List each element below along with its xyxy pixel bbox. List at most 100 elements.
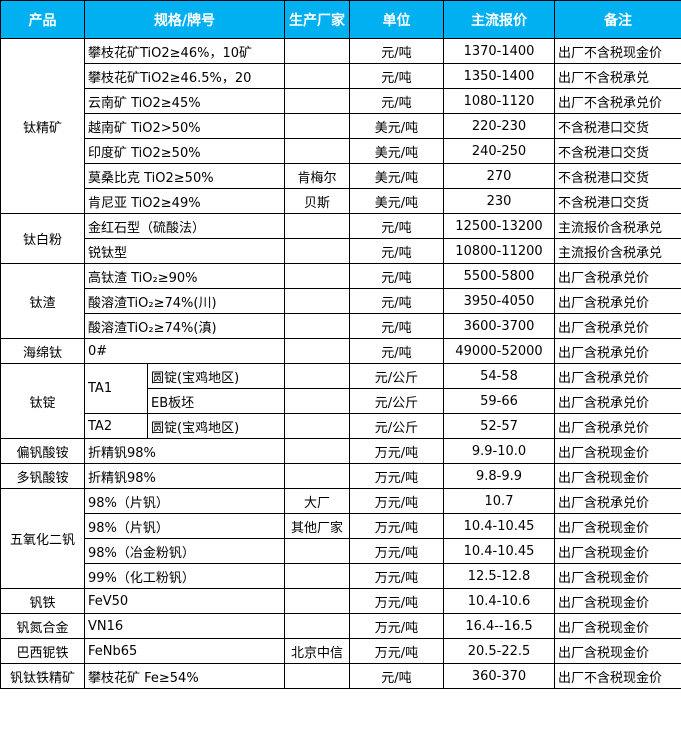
price-cell: 9.9-10.0 <box>443 438 555 464</box>
product-cell: 钒氮合金 <box>0 613 85 639</box>
maker-cell <box>284 538 350 564</box>
header-price: 主流报价 <box>443 0 555 39</box>
product-cell: 多钒酸铵 <box>0 463 85 489</box>
price-cell: 10.4-10.45 <box>443 538 555 564</box>
unit-cell: 万元/吨 <box>349 538 444 564</box>
maker-cell <box>284 388 350 414</box>
table-row: 99%（化工粉钒） 万元/吨 12.5-12.8 出厂含税现金价 <box>1 563 681 589</box>
note-cell: 不含税港口交货 <box>554 188 681 214</box>
price-cell: 240-250 <box>443 138 555 164</box>
maker-cell <box>284 138 350 164</box>
unit-cell: 元/公斤 <box>349 388 444 414</box>
spec-cell: 印度矿 TiO2≥50% <box>84 138 285 164</box>
table-row: 多钒酸铵 折精钒98% 万元/吨 9.8-9.9 出厂含税现金价 <box>0 463 681 489</box>
table-row: 攀枝花矿TiO2≥46.5%，20 元/吨 1350-1400 出厂不含税承兑 <box>1 63 681 89</box>
table-row: 云南矿 TiO2≥45% 元/吨 1080-1120 出厂不含税承兑价 <box>1 88 681 114</box>
header-note: 备注 <box>554 0 681 39</box>
unit-cell: 元/吨 <box>349 313 444 339</box>
maker-cell <box>284 63 350 89</box>
price-cell: 9.8-9.9 <box>443 463 555 489</box>
table-body: 钛精矿 攀枝花矿TiO2≥46%，10矿 元/吨 1370-1400 出厂不含税现金价攀… <box>0 38 681 689</box>
note-cell: 出厂含税承兑价 <box>554 388 681 414</box>
table-row: 98%（片钒） 其他厂家 万元/吨 10.4-10.45 出厂含税现金价 <box>1 513 681 539</box>
table-row: 锐钛型 元/吨 10800-11200 主流报价含税承兑 <box>1 238 681 264</box>
price-cell: 1080-1120 <box>443 88 555 114</box>
note-cell: 出厂含税现金价 <box>554 613 681 639</box>
spec-cell: 锐钛型 <box>84 238 285 264</box>
grade-cell: TA2 <box>84 413 148 439</box>
note-cell: 出厂含税现金价 <box>554 438 681 464</box>
price-cell: 59-66 <box>443 388 555 414</box>
header-maker: 生产厂家 <box>284 0 350 39</box>
unit-cell: 万元/吨 <box>349 613 444 639</box>
maker-cell <box>284 263 350 289</box>
unit-cell: 元/吨 <box>349 213 444 239</box>
spec-cell: 越南矿 TiO2>50% <box>84 113 285 139</box>
table-row: 钛白粉 金红石型（硫酸法） 元/吨 12500-13200 主流报价含税承兑 <box>0 213 681 264</box>
table-row: TA2 圆锭(宝鸡地区) 元/公斤 52-57 出厂含税承兑价 <box>1 413 681 439</box>
table-row: 偏钒酸铵 折精钒98% 万元/吨 9.9-10.0 出厂含税现金价 <box>0 438 681 464</box>
product-cell: 巴西铌铁 <box>0 638 85 664</box>
maker-cell <box>284 588 350 614</box>
price-cell: 1370-1400 <box>443 38 555 64</box>
spec-cell: FeV50 <box>84 588 285 614</box>
price-cell: 270 <box>443 163 555 189</box>
table-row: 钒铁 FeV50 万元/吨 10.4-10.6 出厂含税现金价 <box>0 588 681 614</box>
spec-cell: 0# <box>84 338 285 364</box>
note-cell: 不含税港口交货 <box>554 163 681 189</box>
maker-cell: 其他厂家 <box>284 513 350 539</box>
price-cell: 220-230 <box>443 113 555 139</box>
note-cell: 主流报价含税承兑 <box>554 238 681 264</box>
table-row: 莫桑比克 TiO2≥50% 肯梅尔 美元/吨 270 不含税港口交货 <box>1 163 681 189</box>
maker-cell <box>284 413 350 439</box>
table-row: 越南矿 TiO2>50% 美元/吨 220-230 不含税港口交货 <box>1 113 681 139</box>
unit-cell: 元/吨 <box>349 263 444 289</box>
product-cell: 钛渣 <box>0 263 85 339</box>
table-row: 酸溶渣TiO₂≥74%(滇) 元/吨 3600-3700 出厂含税承兑价 <box>1 313 681 339</box>
header-spec: 规格/牌号 <box>84 0 285 39</box>
unit-cell: 元/吨 <box>349 288 444 314</box>
price-cell: 10800-11200 <box>443 238 555 264</box>
spec-cell: 高钛渣 TiO₂≥90% <box>84 263 285 289</box>
price-cell: 12.5-12.8 <box>443 563 555 589</box>
table-row: 钒氮合金 VN16 万元/吨 16.4--16.5 出厂含税现金价 <box>0 613 681 639</box>
table-row: 钒钛铁精矿 攀枝花矿 Fe≥54% 元/吨 360-370 出厂不含税现金价 <box>0 663 681 689</box>
price-cell: 360-370 <box>443 663 555 689</box>
unit-cell: 元/公斤 <box>349 363 444 389</box>
spec-cell: 圆锭(宝鸡地区) <box>147 413 285 439</box>
spec-cell: VN16 <box>84 613 285 639</box>
note-cell: 出厂含税现金价 <box>554 588 681 614</box>
spec-cell: 肯尼亚 TiO2≥49% <box>84 188 285 214</box>
maker-cell <box>284 313 350 339</box>
price-cell: 10.4-10.6 <box>443 588 555 614</box>
header-product: 产品 <box>0 0 85 39</box>
maker-cell <box>284 463 350 489</box>
note-cell: 出厂不含税现金价 <box>554 663 681 689</box>
unit-cell: 元/吨 <box>349 238 444 264</box>
note-cell: 出厂含税现金价 <box>554 463 681 489</box>
unit-cell: 元/公斤 <box>349 413 444 439</box>
unit-cell: 万元/吨 <box>349 438 444 464</box>
maker-cell <box>284 288 350 314</box>
unit-cell: 美元/吨 <box>349 163 444 189</box>
unit-cell: 元/吨 <box>349 38 444 64</box>
table-row: 五氧化二钒 98%（片钒） 大厂 万元/吨 10.7 出厂含税承兑价 <box>0 488 681 589</box>
note-cell: 出厂含税现金价 <box>554 563 681 589</box>
table-row: 肯尼亚 TiO2≥49% 贝斯 美元/吨 230 不含税港口交货 <box>1 188 681 214</box>
price-cell: 3600-3700 <box>443 313 555 339</box>
header-unit: 单位 <box>349 0 444 39</box>
price-cell: 49000-52000 <box>443 338 555 364</box>
note-cell: 出厂不含税承兑价 <box>554 88 681 114</box>
price-cell: 3950-4050 <box>443 288 555 314</box>
note-cell: 出厂含税承兑价 <box>554 363 681 389</box>
price-cell: 54-58 <box>443 363 555 389</box>
spec-cell: 98%（冶金粉钒） <box>84 538 285 564</box>
note-cell: 出厂含税承兑价 <box>554 338 681 364</box>
maker-cell: 贝斯 <box>284 188 350 214</box>
note-cell: 出厂含税现金价 <box>554 538 681 564</box>
unit-cell: 万元/吨 <box>349 638 444 664</box>
maker-cell <box>284 663 350 689</box>
table-row: 钛锭 TA1 圆锭(宝鸡地区) 元/公斤 54-58 出厂含税承兑价 <box>0 363 681 439</box>
maker-cell <box>284 238 350 264</box>
spec-cell: 莫桑比克 TiO2≥50% <box>84 163 285 189</box>
